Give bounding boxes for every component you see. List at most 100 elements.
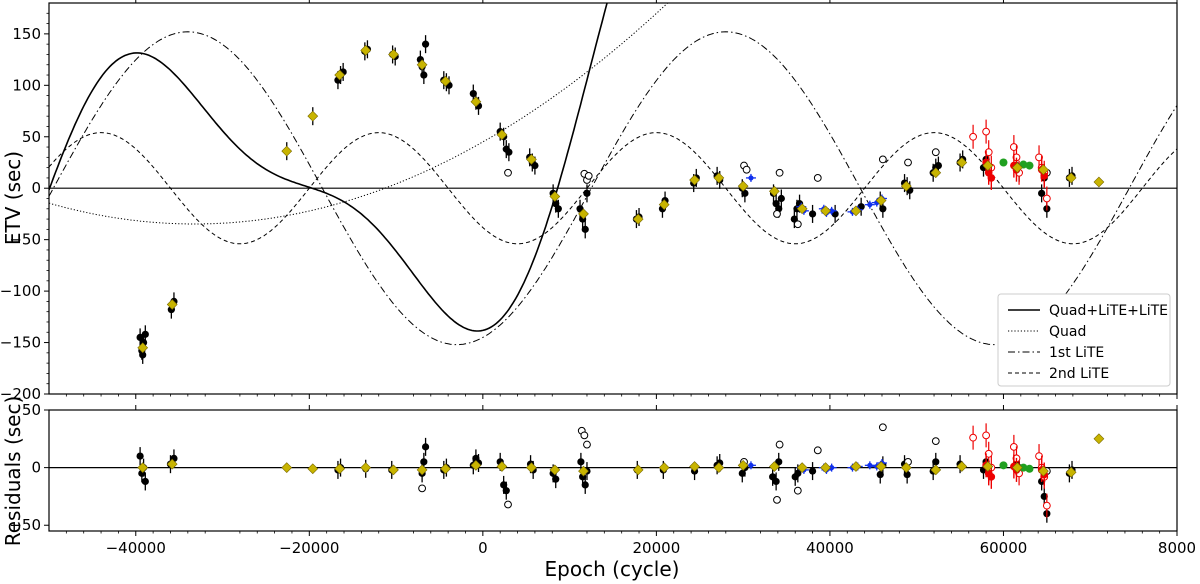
etv-point-black-filled xyxy=(136,333,144,342)
etv-point-open-circle xyxy=(793,220,802,229)
residual-point-red-open xyxy=(1042,501,1051,510)
etv-points xyxy=(136,35,1105,364)
residual-point-red-open xyxy=(969,433,977,442)
residual-point-blue xyxy=(829,465,835,471)
residual-point-black-filled xyxy=(502,487,510,495)
etv-point-yellow-star xyxy=(1065,172,1077,184)
etv-point-black-filled xyxy=(469,89,477,98)
etv-point-yellow-star xyxy=(526,154,537,165)
residual-point-black-filled xyxy=(772,477,780,486)
residual-point-yellow-star xyxy=(982,461,994,472)
etv-point-yellow-star xyxy=(578,208,589,220)
x-tick-label: 40000 xyxy=(806,539,854,557)
residual-point-black-filled xyxy=(136,452,144,460)
residual-point-open-circle xyxy=(931,437,940,446)
residual-point-black-filled xyxy=(808,467,817,475)
etv-point-black-filled xyxy=(581,225,589,233)
residual-point-black-filled xyxy=(141,477,149,486)
etv-point-yellow-star xyxy=(496,129,508,141)
etv-point-red-filled xyxy=(987,174,996,182)
etv-point-black-filled xyxy=(421,40,430,48)
residual-point-black-filled xyxy=(1040,492,1048,501)
residual-point-yellow-star xyxy=(1011,462,1023,473)
etv-point-yellow-star xyxy=(334,69,346,81)
etv-point-yellow-star xyxy=(360,44,372,56)
residual-point-black-filled xyxy=(738,469,746,477)
residual-point-yellow-star xyxy=(334,463,346,475)
etv-point-black-filled xyxy=(777,194,785,203)
etv-point-red-open xyxy=(969,132,977,141)
residual-point-yellow-star xyxy=(307,463,319,475)
residual-point-yellow-star xyxy=(470,459,482,471)
residual-point-open-circle xyxy=(418,484,427,493)
residual-point-yellow-star xyxy=(796,462,808,473)
x-axis-label: Epoch (cycle) xyxy=(545,557,680,581)
residual-point-black-filled xyxy=(577,458,585,466)
residual-point-red-open xyxy=(1009,442,1018,451)
etv-point-yellow-star xyxy=(137,342,149,354)
etv-point-yellow-star xyxy=(440,75,451,87)
residual-point-yellow-star xyxy=(820,462,831,473)
y-tick-label: 100 xyxy=(12,76,41,94)
etv-point-yellow-star xyxy=(1038,164,1049,176)
etv-point-open-circle xyxy=(742,165,751,174)
residual-point-black-filled xyxy=(552,475,560,483)
etv-point-yellow-star xyxy=(549,191,561,202)
etv-panel-frame xyxy=(48,2,1178,395)
etv-point-yellow-star xyxy=(769,185,780,197)
etv-point-black-filled xyxy=(141,330,149,338)
etv-point-yellow-star xyxy=(956,157,968,168)
etv-point-open-circle xyxy=(931,148,940,157)
etv-point-yellow-star xyxy=(470,96,482,108)
residual-point-yellow-star xyxy=(1038,465,1049,477)
legend: Quad+LiTE+LiTE Quad 1st LiTE 2nd LiTE xyxy=(997,293,1171,387)
etv-point-yellow-star xyxy=(713,172,725,184)
residuals-panel-frame xyxy=(48,409,1178,532)
residual-point-green xyxy=(1025,464,1034,473)
etv-point-black-filled xyxy=(139,351,147,359)
residual-point-green xyxy=(1019,463,1028,472)
residual-point-black-filled xyxy=(421,443,430,451)
residual-point-black-filled xyxy=(794,469,802,477)
etv-point-yellow-star xyxy=(900,180,912,192)
residual-point-yellow-star xyxy=(1065,466,1077,478)
y-tick-label: −50 xyxy=(9,231,41,249)
etv-point-yellow-star xyxy=(307,110,319,122)
etv-point-black-filled xyxy=(583,189,591,197)
residual-point-black-filled xyxy=(420,458,428,466)
residual-points xyxy=(136,423,1105,523)
etv-point-blue xyxy=(829,208,835,214)
residual-point-yellow-star xyxy=(496,461,508,472)
quad-curve xyxy=(49,3,669,225)
etv-point-yellow-star xyxy=(166,299,178,310)
etv-point-black-filled xyxy=(554,205,562,213)
residual-point-black-filled xyxy=(500,481,508,489)
residual-point-blue xyxy=(748,462,754,468)
residual-point-yellow-star xyxy=(578,465,589,477)
residual-point-yellow-star xyxy=(440,463,451,475)
y-tick-label: −200 xyxy=(0,385,41,403)
residual-point-red-open xyxy=(1035,452,1043,460)
etv-point-red-open xyxy=(984,148,993,157)
etv-point-yellow-star xyxy=(875,195,887,206)
residual-point-yellow-star xyxy=(526,462,537,473)
etv-point-yellow-star xyxy=(658,199,670,211)
x-tick-label: 0 xyxy=(478,539,488,557)
y-tick-label: 0 xyxy=(31,459,41,477)
etv-y-axis-label: ETV (sec) xyxy=(1,151,25,245)
y-tick-label: −100 xyxy=(0,282,41,300)
lite1-curve xyxy=(49,31,1177,346)
etv-point-yellow-star xyxy=(820,205,831,217)
etv-point-open-circle xyxy=(904,158,912,167)
residual-point-yellow-star xyxy=(166,458,178,470)
etv-point-yellow-star xyxy=(689,174,700,186)
legend-box xyxy=(997,293,1171,387)
etv-point-yellow-star xyxy=(632,213,644,225)
etv-point-yellow-star xyxy=(416,59,428,71)
etv-point-open-circle xyxy=(878,155,887,164)
etv-point-open-circle xyxy=(773,210,781,218)
etv-point-red-open xyxy=(982,127,991,136)
etv-point-yellow-star xyxy=(930,167,942,179)
etv-point-open-circle xyxy=(775,168,784,177)
